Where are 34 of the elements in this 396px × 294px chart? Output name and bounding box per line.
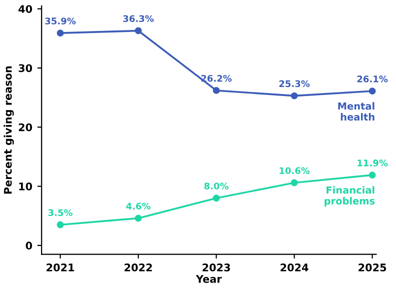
y-tick-label: 0	[26, 242, 32, 250]
point	[368, 172, 376, 179]
data-label: 10.6%	[280, 167, 310, 174]
data-label: 26.2%	[201, 74, 232, 82]
series-label: Financial problems	[324, 186, 375, 206]
y-tick-label: 30	[18, 64, 32, 72]
data-label: 3.5%	[48, 209, 73, 216]
y-tick-label: 20	[18, 123, 32, 132]
y-tick-label: 40	[18, 5, 32, 13]
point	[290, 92, 298, 100]
data-label: 4.6%	[126, 202, 151, 210]
point	[56, 30, 64, 37]
y-tick-label: 10	[19, 182, 32, 190]
point	[134, 27, 142, 34]
x-axis-title: Year	[196, 275, 222, 283]
point	[212, 86, 220, 94]
x-tick-label: 2024	[280, 264, 308, 272]
x-tick-label: 2022	[124, 264, 152, 272]
data-label: 35.9%	[45, 18, 76, 24]
data-label: 25.3%	[279, 80, 310, 88]
point	[212, 194, 220, 202]
point	[368, 88, 376, 95]
data-label: 11.9%	[358, 160, 388, 166]
x-tick-label: 2023	[202, 264, 230, 272]
point	[290, 179, 298, 186]
data-label: 26.1%	[357, 76, 388, 82]
series-label: Mental health	[338, 102, 374, 121]
data-label: 8.0%	[204, 182, 229, 190]
data-label: 36.3%	[123, 15, 154, 22]
y-axis-title: Percent giving reason	[4, 66, 14, 194]
point	[56, 221, 64, 228]
x-tick-label: 2025	[358, 264, 386, 272]
point	[134, 214, 142, 222]
x-tick-label: 2021	[46, 264, 74, 272]
